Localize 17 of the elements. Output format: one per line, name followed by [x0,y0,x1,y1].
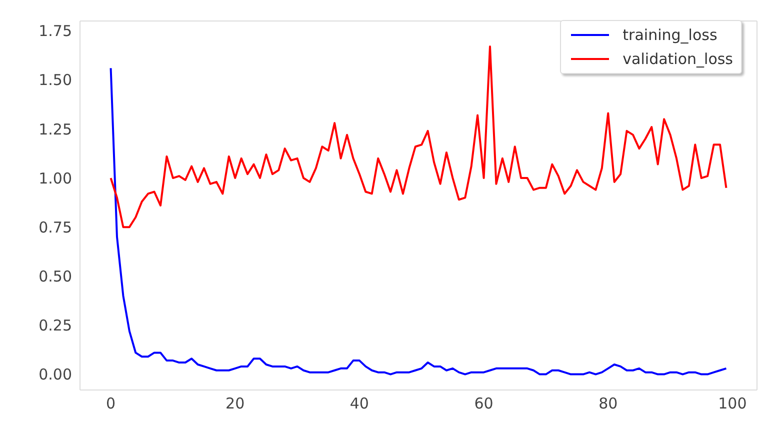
x-tick-label: 20 [226,394,245,413]
x-tick-label: 40 [350,394,369,413]
y-tick-label: 0.75 [38,218,72,236]
x-tick-label: 60 [474,394,494,413]
legend-label: validation_loss [622,50,733,68]
line-series [110,67,728,376]
x-tick-label: 100 [718,394,747,413]
legend-label: training_loss [622,26,718,44]
y-tick-label: 1.75 [38,22,72,40]
y-tick-label: 1.00 [38,169,72,188]
y-tick-label: 1.25 [38,120,72,138]
x-tick-label: 0 [106,394,116,413]
y-tick-label: 0.00 [38,366,72,384]
x-tick-label: 80 [598,394,618,413]
y-tick-label: 1.50 [38,71,72,90]
y-tick-label: 0.25 [38,316,72,335]
y-tick-label: 0.50 [38,267,72,286]
